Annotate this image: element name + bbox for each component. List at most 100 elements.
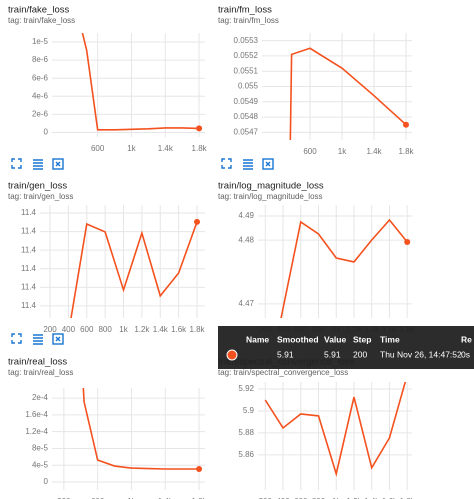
x-tick-label: 1.4k [366, 147, 382, 156]
x-tick-label: 200 [57, 497, 71, 499]
fullscreen-icon[interactable] [11, 158, 22, 169]
y-tick-label: 8e-6 [32, 55, 49, 64]
tooltip: Name Smoothed Value Step Time Re 5.91 5.… [218, 326, 474, 369]
y-tick-label: 4.48 [238, 235, 254, 244]
x-tick-label: 1k [127, 497, 136, 499]
y-tick-label: 0 [44, 477, 49, 486]
y-tick-label: 11.4 [21, 245, 37, 254]
hover-point [194, 218, 201, 225]
x-tick-label: 200 [259, 497, 273, 499]
y-tick-label: 0.0549 [234, 97, 259, 106]
x-tick-label: 1.6k [382, 497, 398, 499]
series-line [264, 382, 407, 477]
x-tick-label: 800 [98, 325, 112, 334]
y-tick-label: 0.055 [238, 82, 259, 91]
series-line [81, 33, 200, 131]
x-tick-label: 1k [338, 147, 347, 156]
x-tick-label: 600 [294, 497, 308, 499]
x-tick-label: 800 [312, 497, 326, 499]
tooltip-cell: 5.91 [277, 349, 294, 359]
y-tick-label: 4.47 [238, 299, 254, 308]
x-tick-label: 1k [127, 144, 136, 153]
tooltip-bg [218, 326, 474, 369]
x-tick-label: 1k [332, 497, 341, 499]
y-tick-label: 8e-5 [32, 444, 49, 453]
chart-tag: tag: train/fake_loss [8, 16, 75, 25]
y-tick-label: 2e-4 [32, 393, 49, 402]
x-tick-label: 1.8k [400, 497, 416, 499]
y-tick-label: 4e-5 [32, 460, 49, 469]
tooltip-header: Re [461, 334, 472, 344]
x-tick-label: 1.8k [189, 325, 205, 334]
x-tick-label: 1.8k [192, 144, 208, 153]
fit-domain-icon[interactable] [52, 158, 64, 170]
series-line [280, 218, 408, 318]
y-tick-label: 4e-6 [32, 91, 49, 100]
chart-title: train/real_loss [8, 357, 67, 368]
fullscreen-icon[interactable] [11, 333, 22, 344]
fit-domain-icon[interactable] [52, 333, 64, 345]
tooltip-cell: 5.91 [324, 349, 341, 359]
tooltip-cell: Thu Nov 26, 14:47:52 [380, 349, 462, 359]
x-tick-label: 400 [276, 497, 290, 499]
tooltip-cell: 0s [461, 349, 470, 359]
chart-title: train/fake_loss [8, 5, 70, 16]
toolbar-icons [11, 158, 274, 345]
chart-tag: tag: train/log_magnitude_loss [218, 192, 323, 201]
y-tick-label: 0.0552 [234, 51, 259, 60]
x-tick-label: 1.4k [158, 144, 174, 153]
hover-point [196, 125, 203, 132]
y-tick-label: 1e-5 [32, 37, 49, 46]
y-tick-label: 2e-6 [32, 110, 49, 119]
y-tick-label: 11.4 [21, 301, 37, 310]
chart-title: train/gen_loss [8, 181, 67, 192]
y-tick-label: 0.0551 [234, 66, 259, 75]
x-tick-label: 600 [80, 325, 94, 334]
y-tick-label: 5.92 [238, 384, 254, 393]
y-tick-label: 4.49 [238, 211, 254, 220]
x-tick-label: 1.6k [171, 325, 187, 334]
x-tick-label: 200 [43, 325, 57, 334]
tooltip-header: Time [380, 334, 400, 344]
y-tick-label: 11.4 [21, 282, 37, 291]
series-line [82, 388, 200, 470]
chart-title: train/log_magnitude_loss [218, 181, 324, 192]
log-scale-icon[interactable] [33, 334, 43, 345]
x-tick-label: 1.4k [153, 325, 169, 334]
log-scale-icon[interactable] [33, 159, 43, 170]
y-tick-label: 5.9 [243, 406, 255, 415]
x-tick-label: 1.8k [398, 147, 414, 156]
fit-domain-icon[interactable] [262, 158, 274, 170]
y-tick-label: 6e-6 [32, 73, 49, 82]
series-swatch [226, 349, 238, 361]
y-tick-label: 0.0553 [234, 36, 259, 45]
chart-tag: tag: train/gen_loss [8, 192, 73, 201]
hover-point [403, 121, 409, 128]
tooltip-cell: 200 [353, 349, 367, 359]
tooltip-header: Step [353, 334, 371, 344]
series-line [70, 221, 198, 318]
x-tick-label: 600 [303, 147, 317, 156]
fullscreen-icon[interactable] [221, 158, 232, 169]
x-tick-label: 600 [91, 497, 105, 499]
series-line [289, 47, 407, 140]
x-tick-label: 400 [62, 325, 76, 334]
x-tick-label: 1.4k [158, 497, 174, 499]
y-tick-label: 0.0548 [234, 112, 259, 121]
y-tick-label: 1.6e-4 [25, 410, 48, 419]
x-tick-label: 1.2k [134, 325, 150, 334]
x-tick-label: 600 [91, 144, 105, 153]
y-tick-label: 0.0547 [234, 127, 259, 136]
log-scale-icon[interactable] [243, 159, 253, 170]
y-tick-label: 1.2e-4 [25, 427, 48, 436]
chart-tag: tag: train/real_loss [8, 368, 73, 377]
chart-title: train/fm_loss [218, 5, 272, 16]
